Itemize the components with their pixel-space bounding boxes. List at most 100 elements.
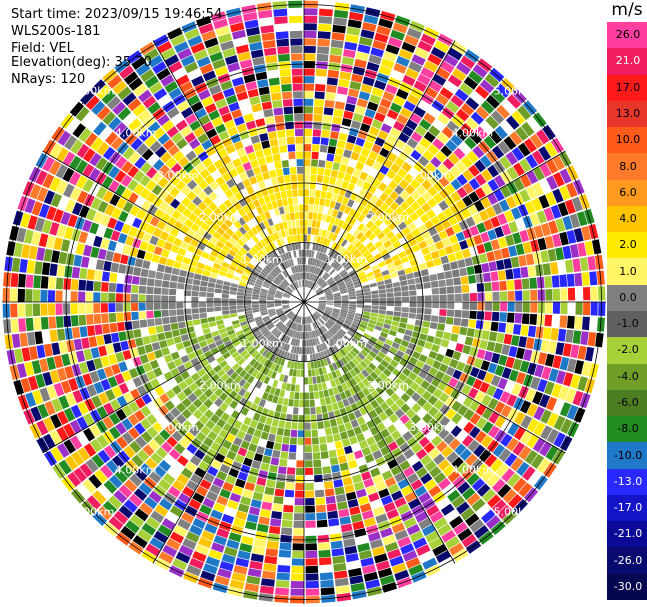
range-gate: [190, 238, 199, 248]
range-gate: [349, 304, 357, 308]
range-gate: [117, 322, 125, 332]
range-gate: [174, 41, 189, 54]
range-gate: [229, 309, 237, 314]
range-gate: [445, 366, 456, 377]
range-gate: [112, 342, 122, 353]
range-gate: [172, 67, 187, 80]
range-gate: [367, 257, 376, 264]
range-gate: [375, 198, 384, 208]
range-gate: [490, 321, 499, 332]
range-gate: [146, 278, 155, 287]
range-gate: [324, 488, 335, 497]
range-gate: [247, 280, 255, 286]
range-gate: [259, 306, 267, 309]
range-gate: [157, 176, 169, 188]
range-gate: [504, 380, 515, 393]
range-gate: [232, 485, 244, 496]
range-gate: [298, 316, 301, 324]
range-gate: [321, 129, 330, 138]
range-gate: [61, 353, 71, 367]
range-gate: [34, 331, 43, 345]
range-gate: [166, 107, 180, 119]
range-gate: [295, 339, 299, 347]
range-gate: [322, 122, 332, 131]
range-gate: [360, 29, 375, 39]
range-gate: [301, 354, 304, 362]
range-gate: [385, 387, 395, 397]
range-gate: [450, 94, 464, 108]
range-gate: [404, 377, 414, 387]
range-gate: [330, 259, 337, 267]
range-gate: [351, 323, 359, 329]
range-gate: [454, 309, 462, 318]
range-gate: [320, 326, 326, 333]
range-gate: [10, 288, 18, 302]
ppi-gates: [2, 0, 606, 604]
range-gate: [334, 303, 342, 306]
range-gate: [292, 266, 296, 274]
range-gate: [383, 51, 397, 62]
range-gate: [259, 374, 267, 383]
range-gate: [337, 140, 346, 149]
range-gate: [239, 543, 253, 553]
range-gate: [24, 229, 34, 244]
range-gate: [158, 551, 174, 564]
range-gate: [165, 511, 180, 524]
range-gate: [221, 293, 229, 298]
range-gate: [427, 418, 439, 429]
range-gate: [201, 345, 210, 354]
range-gate: [292, 322, 296, 330]
range-gate: [365, 174, 375, 184]
range-gate: [96, 106, 111, 121]
range-gate: [170, 322, 179, 331]
range-gate: [381, 269, 390, 276]
range-gate: [286, 474, 295, 483]
range-gate: [237, 207, 246, 217]
range-gate: [223, 281, 231, 287]
range-gate: [314, 91, 325, 100]
range-gate: [246, 474, 258, 484]
range-gate: [289, 437, 297, 445]
range-gate: [260, 312, 269, 316]
range-gate: [520, 266, 529, 278]
range-gate: [290, 322, 295, 329]
range-gate: [333, 108, 344, 118]
range-gate: [286, 311, 293, 317]
range-gate: [334, 302, 342, 304]
range-gate: [348, 328, 356, 335]
range-gate: [323, 389, 330, 398]
range-gate: [401, 485, 414, 496]
range-gate: [526, 170, 539, 185]
range-gate: [416, 466, 428, 479]
range-gate: [165, 389, 176, 400]
range-gate: [461, 384, 472, 396]
range-gate: [531, 454, 545, 469]
range-gate: [258, 197, 266, 206]
range-gate: [493, 189, 505, 202]
range-gate: [354, 355, 363, 363]
range-gate: [422, 275, 431, 283]
range-gate: [472, 145, 485, 159]
range-gate: [135, 337, 144, 347]
range-gate: [289, 391, 295, 399]
range-gate: [111, 386, 123, 398]
range-gate: [224, 377, 234, 386]
range-gate: [191, 372, 201, 382]
range-gate: [562, 343, 572, 357]
range-gate: [217, 343, 226, 351]
range-gate: [304, 422, 311, 430]
range-gate: [379, 306, 387, 311]
range-gate: [96, 335, 105, 346]
range-gate: [394, 302, 402, 307]
range-gate: [400, 339, 410, 348]
range-gate: [220, 182, 230, 193]
range-gate: [402, 353, 412, 362]
range-gate: [321, 325, 328, 332]
range-gate: [427, 144, 440, 156]
range-gate: [353, 318, 361, 324]
range-gate: [261, 204, 269, 213]
range-gate: [426, 335, 435, 343]
range-gate: [191, 437, 202, 449]
range-gate: [395, 436, 406, 447]
range-gate: [105, 389, 116, 402]
